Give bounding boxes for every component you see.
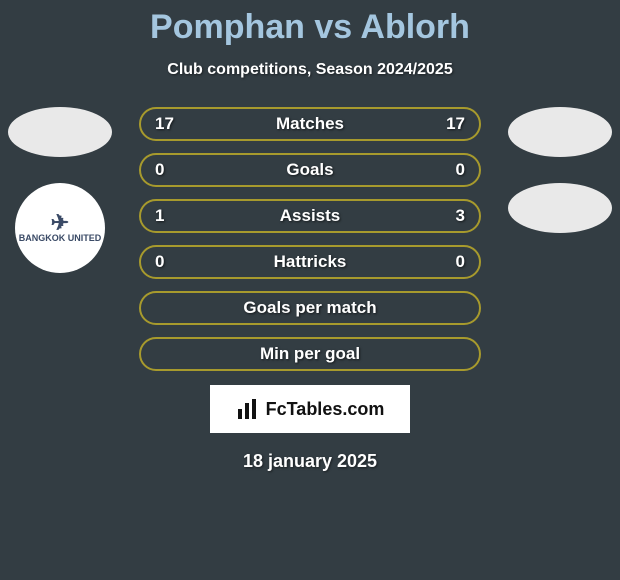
stat-right-value: 0 [456, 252, 465, 272]
right-badge-column [500, 107, 620, 233]
stat-right-value: 0 [456, 160, 465, 180]
stat-left-value: 0 [155, 160, 164, 180]
stat-right-value: 3 [456, 206, 465, 226]
stat-label: Assists [280, 206, 340, 226]
stat-row-gpm: Goals per match [139, 291, 481, 325]
club-name: BANGKOK UNITED [19, 234, 102, 244]
stat-row-assists: 1 Assists 3 [139, 199, 481, 233]
stat-label: Min per goal [260, 344, 360, 364]
page-title: Pomphan vs Ablorh [0, 0, 620, 47]
club-icon: ✈ [51, 212, 69, 234]
stat-label: Goals [286, 160, 333, 180]
stat-row-mpg: Min per goal [139, 337, 481, 371]
right-flag-badge [508, 107, 612, 157]
stat-label: Goals per match [243, 298, 376, 318]
date-label: 18 january 2025 [0, 451, 620, 472]
left-club-badge: ✈ BANGKOK UNITED [15, 183, 105, 273]
stat-label: Hattricks [274, 252, 347, 272]
right-club-badge [508, 183, 612, 233]
subtitle: Club competitions, Season 2024/2025 [0, 61, 620, 79]
brand-text: FcTables.com [266, 399, 385, 420]
stats-bars: 17 Matches 17 0 Goals 0 1 Assists 3 0 Ha… [139, 107, 481, 371]
stat-left-value: 1 [155, 206, 164, 226]
stat-row-hattricks: 0 Hattricks 0 [139, 245, 481, 279]
comparison-card: Pomphan vs Ablorh Club competitions, Sea… [0, 0, 620, 580]
stat-left-value: 0 [155, 252, 164, 272]
content-area: ✈ BANGKOK UNITED 17 Matches 17 0 Goals 0… [0, 107, 620, 472]
stat-row-matches: 17 Matches 17 [139, 107, 481, 141]
brand-chart-icon [236, 397, 260, 421]
stat-left-value: 17 [155, 114, 174, 134]
left-flag-badge [8, 107, 112, 157]
stat-label: Matches [276, 114, 344, 134]
footer-brand: FcTables.com [210, 385, 410, 433]
stat-row-goals: 0 Goals 0 [139, 153, 481, 187]
left-badge-column: ✈ BANGKOK UNITED [0, 107, 120, 273]
stat-right-value: 17 [446, 114, 465, 134]
